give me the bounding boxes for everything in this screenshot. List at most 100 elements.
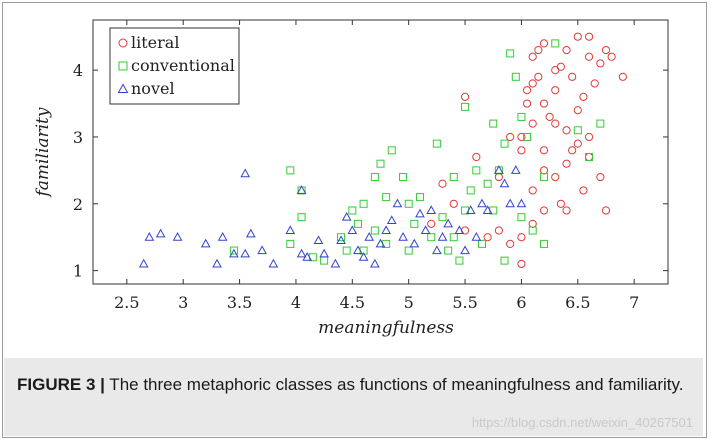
point-literal [528,52,537,61]
y-tick-label: 1 [73,262,83,281]
axis-ticks: 2.5 3 3.5 4 4.5 5 5.5 6 6.5 7 1 2 3 4 [73,20,668,312]
point-novel [341,211,352,221]
point-literal [584,132,594,142]
x-tick-label: 6.5 [565,293,590,312]
point-novel [398,231,408,241]
point-literal [596,172,605,182]
point-literal [438,179,447,188]
point-conventional [286,239,295,248]
point-literal [539,146,549,155]
legend-label-conventional: conventional [131,56,235,75]
point-novel [138,258,149,268]
point-literal [506,132,515,142]
legend-box [109,27,240,105]
point-literal [472,152,481,162]
point-novel [285,225,296,235]
point-conventional [489,119,498,128]
legend-marker-conventional [118,61,128,71]
point-literal [573,139,582,148]
point-conventional [348,206,357,215]
point-conventional [286,166,295,175]
legend: literal conventional novel [109,27,240,105]
point-novel [155,228,166,238]
point-literal [556,62,565,71]
point-conventional [399,173,408,182]
point-literal [590,79,599,88]
point-novel [296,248,307,258]
point-conventional [449,233,458,242]
point-literal [539,206,549,215]
point-conventional [539,239,548,248]
point-conventional [359,199,368,208]
point-novel [392,198,403,208]
point-literal [522,99,532,108]
point-novel [477,198,487,208]
point-novel [347,225,358,235]
point-novel [471,231,482,241]
point-novel [386,215,397,225]
point-literal [449,199,458,208]
point-novel [172,231,183,241]
point-conventional [370,173,379,182]
point-literal [568,146,577,155]
point-novel [313,235,324,245]
point-literal [562,206,571,215]
point-literal [427,219,436,228]
point-novel [358,252,369,261]
point-novel [212,258,222,268]
point-conventional [461,102,470,111]
point-literal [579,186,588,195]
point-conventional [477,239,486,248]
point-novel [200,238,211,248]
point-conventional [528,226,537,235]
point-literal [506,239,515,248]
point-literal [601,206,611,215]
chart-panel: 2.5 3 3.5 4 4.5 5 5.5 6 6.5 7 1 2 3 4 meaningfulness … [6,6,701,353]
point-conventional [382,193,391,202]
point-novel [217,231,228,241]
data-points [138,32,628,269]
point-literal [607,52,616,61]
legend-label-novel: novel [131,79,175,98]
x-tick-label: 3.5 [227,293,252,312]
point-literal [517,233,526,242]
y-tick-label: 3 [73,128,83,147]
point-conventional [523,132,532,141]
point-conventional [551,39,560,48]
point-conventional [483,179,492,188]
point-conventional [342,246,351,255]
point-novel [460,245,470,255]
y-tick-label: 4 [73,61,83,80]
point-novel [505,198,516,208]
point-novel [465,205,476,214]
point-novel [268,258,279,268]
point-novel [426,205,437,214]
point-novel [381,225,391,235]
point-literal [483,233,492,242]
point-literal [522,86,532,95]
point-novel [336,235,346,245]
y-axis-label: familiarity [33,107,53,198]
x-tick-label: 5.5 [452,293,477,312]
point-literal [562,45,571,55]
point-novel [364,231,375,241]
point-literal [545,112,554,122]
point-conventional [404,246,413,255]
point-literal [517,259,526,269]
point-novel [302,252,313,261]
point-literal [601,45,611,55]
point-literal [568,72,577,81]
point-conventional [376,159,385,168]
x-tick-label: 4 [291,293,301,312]
point-novel [144,231,155,241]
point-conventional [472,166,481,175]
point-conventional [573,126,582,135]
point-conventional [297,213,306,222]
point-literal [562,159,571,168]
point-conventional [517,112,526,121]
point-literal [517,146,526,155]
point-novel [409,238,420,248]
point-literal [562,126,571,135]
point-novel [454,225,465,235]
point-literal [551,119,560,128]
